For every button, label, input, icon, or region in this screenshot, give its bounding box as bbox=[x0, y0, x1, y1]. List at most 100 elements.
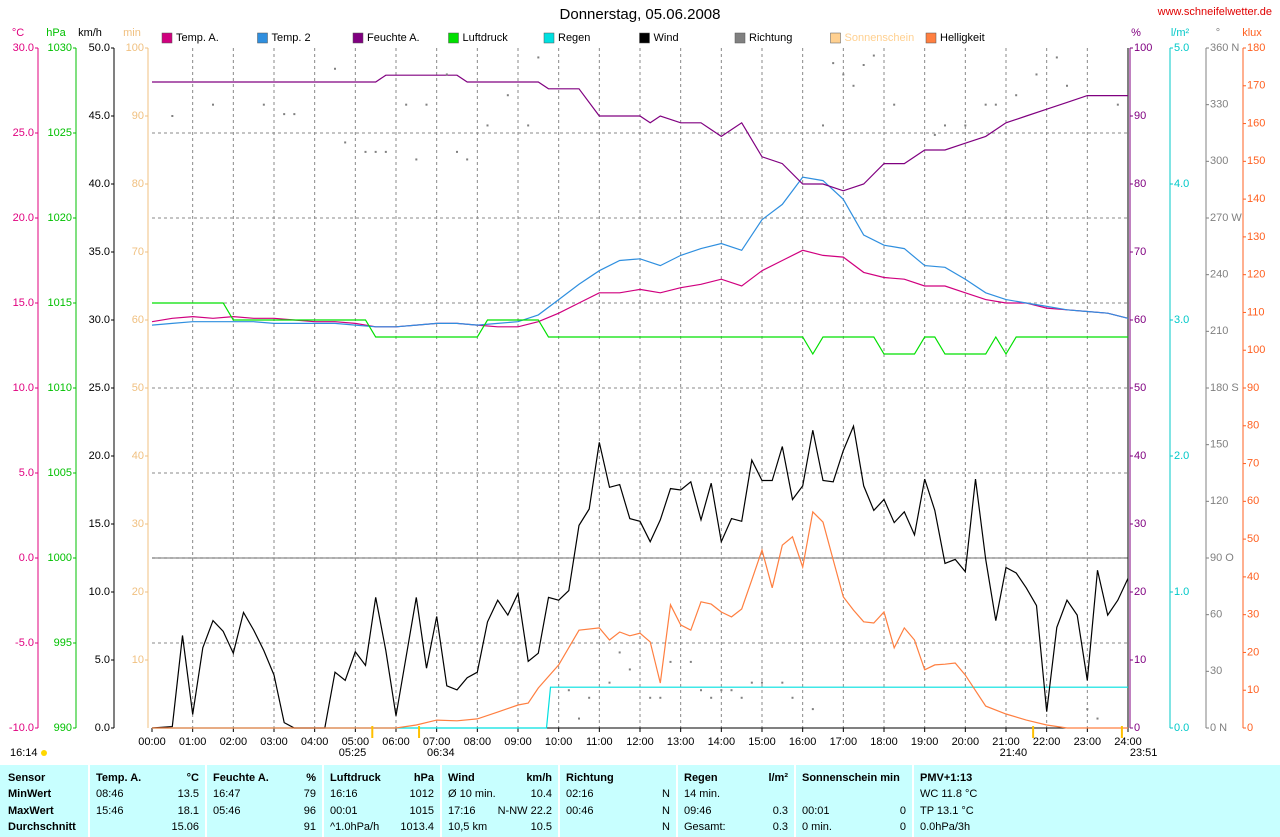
table-cell: PMV+1:13 bbox=[920, 772, 972, 784]
y-tick-label: 80 bbox=[1134, 178, 1146, 190]
y-tick-label: 30 bbox=[132, 518, 144, 530]
y-tick-label: 20 bbox=[1247, 646, 1259, 658]
y-tick-label: 70 bbox=[132, 246, 144, 258]
x-tick-label: 10:00 bbox=[545, 736, 573, 748]
y-tick-label: 20.0 bbox=[13, 212, 34, 224]
y-tick-label: 995 bbox=[54, 637, 72, 649]
y-tick-label: 0.0 bbox=[19, 552, 34, 564]
y-tick-label: 20 bbox=[1134, 586, 1146, 598]
table-cell: Feuchte A. bbox=[213, 772, 269, 784]
table-cell: Luftdruck bbox=[330, 772, 382, 784]
y-tick-label: 1.0 bbox=[1174, 586, 1189, 598]
y-tick-label: 1020 bbox=[48, 212, 72, 224]
x-tick-label: 13:00 bbox=[667, 736, 695, 748]
legend-label: Temp. 2 bbox=[272, 32, 311, 44]
x-tick-label: 17:00 bbox=[830, 736, 858, 748]
axis-unit: hPa bbox=[46, 27, 66, 39]
direction-dot bbox=[811, 708, 814, 711]
table-cell: Wind bbox=[448, 772, 475, 784]
y-tick-label: 1015 bbox=[48, 297, 72, 309]
direction-dot bbox=[527, 124, 530, 127]
y-tick-label: 10.0 bbox=[89, 586, 110, 598]
table-cell: 00:01 bbox=[330, 805, 358, 817]
table-cell: 15.06 bbox=[171, 821, 199, 833]
table-cell: N-NW 22.2 bbox=[498, 805, 552, 817]
legend-swatch bbox=[734, 32, 746, 44]
direction-dot bbox=[933, 133, 936, 136]
table-cell: N bbox=[662, 821, 670, 833]
table-cell: 1015 bbox=[410, 805, 434, 817]
table-cell: 96 bbox=[304, 805, 316, 817]
series-line bbox=[151, 176, 1129, 328]
table-cell: Temp. A. bbox=[96, 772, 141, 784]
table-cell: 10.5 bbox=[531, 821, 552, 833]
y-tick-label: 100 bbox=[1134, 42, 1152, 54]
direction-dot bbox=[893, 103, 896, 106]
direction-dot bbox=[456, 150, 458, 153]
table-cell: 1013.4 bbox=[400, 821, 434, 833]
table-cell: 10,5 km bbox=[448, 821, 487, 833]
y-tick-label: 30 bbox=[1247, 609, 1259, 621]
y-tick-label: -10.0 bbox=[9, 722, 34, 734]
table-cell: 0.0hPa/3h bbox=[920, 821, 970, 833]
table-cell: MinWert bbox=[8, 788, 52, 800]
y-tick-label: 50 bbox=[1247, 533, 1259, 545]
sun-event-label: 05:25 bbox=[339, 747, 367, 759]
y-tick-label: 2.0 bbox=[1174, 450, 1189, 462]
table-cell: 79 bbox=[304, 788, 316, 800]
direction-dot bbox=[415, 158, 418, 161]
direction-dot bbox=[842, 73, 845, 76]
y-tick-label: 15.0 bbox=[13, 297, 34, 309]
y-tick-label: 50 bbox=[1134, 382, 1146, 394]
direction-dot bbox=[872, 54, 875, 57]
direction-dot bbox=[761, 681, 763, 684]
direction-dot bbox=[710, 696, 713, 699]
direction-dot bbox=[1096, 717, 1099, 720]
y-tick-label: 35.0 bbox=[89, 246, 110, 258]
series-line bbox=[152, 302, 1128, 356]
table-cell: Richtung bbox=[566, 772, 614, 784]
table-cell: l/m² bbox=[768, 772, 788, 784]
table-cell: N bbox=[662, 788, 670, 800]
y-tick-label: 10 bbox=[1247, 684, 1259, 696]
legend-swatch bbox=[161, 32, 173, 44]
x-tick-label: 22:00 bbox=[1033, 736, 1061, 748]
x-tick-label: 01:00 bbox=[179, 736, 207, 748]
legend-swatch bbox=[352, 32, 364, 44]
table-cell: 05:46 bbox=[213, 805, 241, 817]
y-tick-label: 180 S bbox=[1210, 382, 1239, 394]
y-tick-label: 330 bbox=[1210, 99, 1228, 111]
y-tick-label: 90 bbox=[132, 110, 144, 122]
y-tick-label: 110 bbox=[1247, 306, 1265, 318]
table-cell: MaxWert bbox=[8, 805, 54, 817]
table-cell: 13.5 bbox=[178, 788, 199, 800]
y-tick-label: 1005 bbox=[48, 467, 72, 479]
chart-title: Donnerstag, 05.06.2008 bbox=[560, 6, 721, 23]
y-tick-label: 4.0 bbox=[1174, 178, 1189, 190]
x-tick-label: 06:00 bbox=[382, 736, 410, 748]
direction-dot bbox=[740, 696, 743, 699]
direction-dot bbox=[984, 103, 987, 106]
axis-unit: km/h bbox=[78, 27, 102, 39]
direction-dot bbox=[578, 717, 580, 720]
y-tick-label: 5.0 bbox=[95, 654, 110, 666]
y-tick-label: 300 bbox=[1210, 155, 1228, 167]
direction-dot bbox=[964, 124, 967, 127]
table-cell: 02:16 bbox=[566, 788, 594, 800]
direction-dot bbox=[344, 141, 347, 144]
direction-dot bbox=[720, 689, 723, 692]
table-cell: km/h bbox=[526, 772, 552, 784]
y-tick-label: 70 bbox=[1247, 457, 1259, 469]
y-tick-label: 1025 bbox=[48, 127, 72, 139]
direction-dot bbox=[405, 103, 408, 106]
table-cell: 09:46 bbox=[684, 805, 712, 817]
y-tick-label: 0 bbox=[1247, 722, 1253, 734]
x-tick-label: 15:00 bbox=[748, 736, 776, 748]
direction-dot bbox=[1035, 73, 1038, 76]
legend-swatch bbox=[830, 32, 841, 44]
direction-dot bbox=[750, 681, 753, 684]
y-tick-label: 10 bbox=[1134, 654, 1146, 666]
direction-dot bbox=[628, 668, 631, 671]
